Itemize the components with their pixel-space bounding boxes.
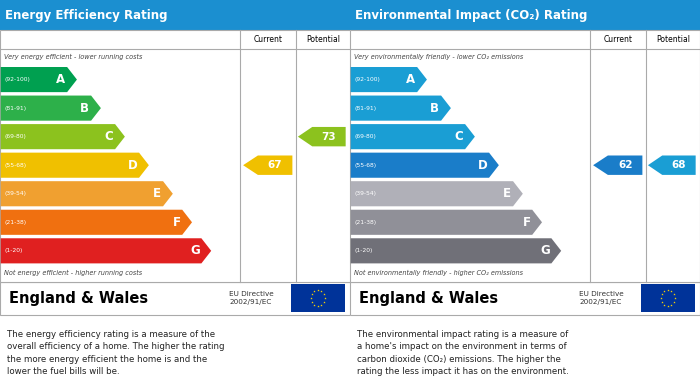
Text: (21-38): (21-38)	[4, 220, 27, 225]
Text: (92-100): (92-100)	[354, 77, 380, 82]
Text: 73: 73	[321, 132, 336, 142]
Text: (39-54): (39-54)	[4, 191, 26, 196]
Text: Not energy efficient - higher running costs: Not energy efficient - higher running co…	[4, 270, 141, 276]
Polygon shape	[1, 238, 211, 264]
Text: Energy Efficiency Rating: Energy Efficiency Rating	[6, 9, 168, 22]
Polygon shape	[593, 156, 643, 175]
Text: A: A	[56, 73, 65, 86]
Polygon shape	[351, 210, 542, 235]
Text: 67: 67	[268, 160, 283, 170]
Text: (69-80): (69-80)	[4, 134, 26, 139]
Text: Very energy efficient - lower running costs: Very energy efficient - lower running co…	[4, 54, 142, 60]
Polygon shape	[648, 156, 696, 175]
Text: Potential: Potential	[656, 35, 690, 44]
Polygon shape	[351, 124, 475, 149]
Text: E: E	[153, 187, 161, 200]
Text: E: E	[503, 187, 511, 200]
Text: EU Directive
2002/91/EC: EU Directive 2002/91/EC	[580, 291, 624, 305]
Text: G: G	[540, 244, 550, 257]
Text: (81-91): (81-91)	[4, 106, 27, 111]
Text: (55-68): (55-68)	[354, 163, 377, 168]
Text: 62: 62	[618, 160, 632, 170]
Text: The energy efficiency rating is a measure of the
overall efficiency of a home. T: The energy efficiency rating is a measur…	[7, 330, 225, 376]
Text: (1-20): (1-20)	[4, 248, 22, 253]
Text: Not environmentally friendly - higher CO₂ emissions: Not environmentally friendly - higher CO…	[354, 270, 522, 276]
Bar	[290, 284, 344, 312]
Polygon shape	[298, 127, 346, 146]
Bar	[0, 30, 350, 282]
Text: (1-20): (1-20)	[354, 248, 372, 253]
Polygon shape	[351, 181, 523, 206]
Bar	[0, 0, 350, 30]
Text: F: F	[172, 216, 181, 229]
Text: England & Wales: England & Wales	[358, 291, 498, 306]
Polygon shape	[1, 181, 173, 206]
Text: 68: 68	[672, 160, 686, 170]
Polygon shape	[1, 152, 149, 178]
Polygon shape	[1, 124, 125, 149]
Text: (81-91): (81-91)	[354, 106, 377, 111]
Polygon shape	[351, 238, 561, 264]
Polygon shape	[351, 67, 427, 92]
Bar	[640, 284, 694, 312]
Text: (55-68): (55-68)	[4, 163, 27, 168]
Text: Environmental Impact (CO₂) Rating: Environmental Impact (CO₂) Rating	[355, 9, 587, 22]
Text: (92-100): (92-100)	[4, 77, 30, 82]
Bar	[350, 282, 700, 315]
Polygon shape	[1, 210, 192, 235]
Text: F: F	[522, 216, 531, 229]
Text: B: B	[430, 102, 440, 115]
Text: EU Directive
2002/91/EC: EU Directive 2002/91/EC	[230, 291, 274, 305]
Polygon shape	[243, 156, 293, 175]
Text: The environmental impact rating is a measure of
a home's impact on the environme: The environmental impact rating is a mea…	[357, 330, 568, 376]
Text: (39-54): (39-54)	[354, 191, 376, 196]
Bar	[350, 30, 700, 282]
Text: C: C	[454, 130, 463, 143]
Text: Very environmentally friendly - lower CO₂ emissions: Very environmentally friendly - lower CO…	[354, 54, 523, 60]
Text: Current: Current	[603, 35, 632, 44]
Text: G: G	[190, 244, 200, 257]
Polygon shape	[351, 95, 451, 121]
Text: C: C	[104, 130, 113, 143]
Text: A: A	[406, 73, 415, 86]
Bar	[0, 282, 350, 315]
Polygon shape	[1, 67, 77, 92]
Text: B: B	[80, 102, 90, 115]
Text: D: D	[477, 159, 487, 172]
Text: Potential: Potential	[306, 35, 340, 44]
Polygon shape	[351, 152, 499, 178]
Text: England & Wales: England & Wales	[8, 291, 148, 306]
Text: D: D	[127, 159, 137, 172]
Text: (69-80): (69-80)	[354, 134, 376, 139]
Polygon shape	[1, 95, 101, 121]
Bar	[350, 0, 700, 30]
Text: Current: Current	[253, 35, 282, 44]
Text: (21-38): (21-38)	[354, 220, 377, 225]
